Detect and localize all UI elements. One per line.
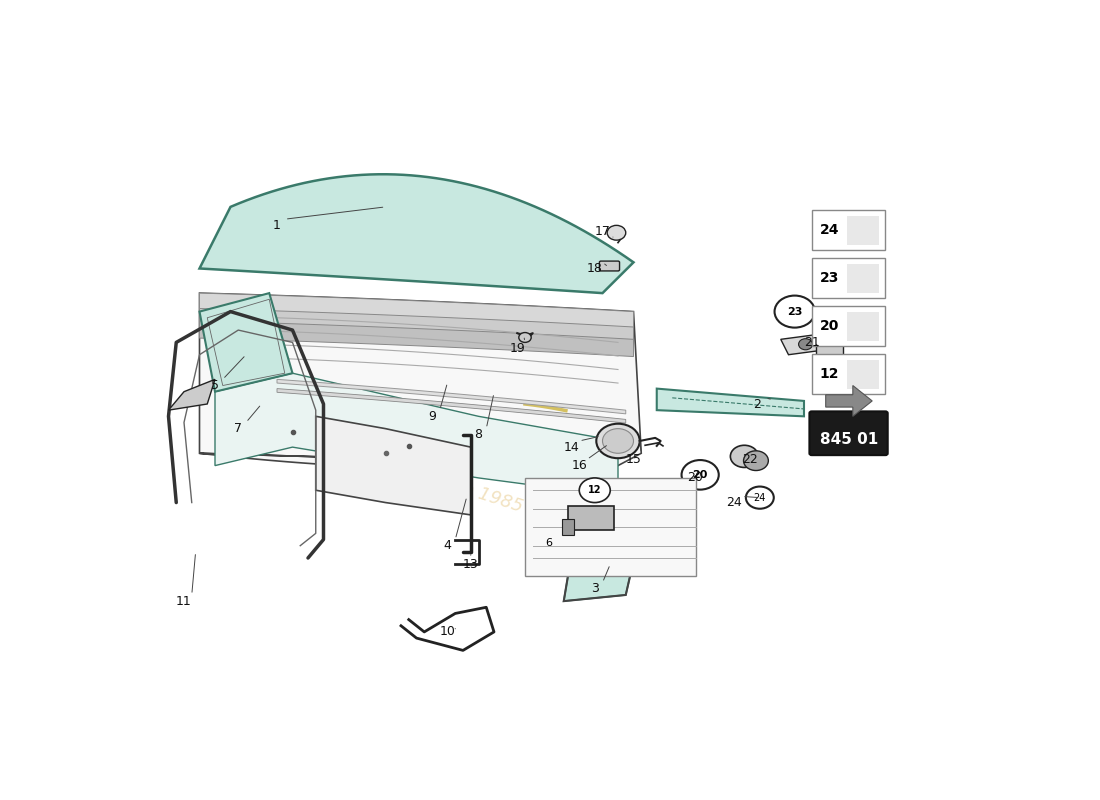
Polygon shape <box>199 293 641 470</box>
Text: autoparts: autoparts <box>254 336 485 447</box>
Circle shape <box>596 424 640 458</box>
Bar <box>562 519 574 534</box>
Circle shape <box>746 486 773 509</box>
Bar <box>847 263 879 293</box>
Text: 16: 16 <box>571 459 587 472</box>
Text: 17: 17 <box>595 225 610 238</box>
Text: 11: 11 <box>176 594 191 608</box>
Circle shape <box>730 446 758 467</box>
Text: 4: 4 <box>443 539 451 552</box>
Text: 24: 24 <box>754 493 766 502</box>
Bar <box>812 306 886 346</box>
Polygon shape <box>199 309 634 344</box>
Bar <box>525 478 695 577</box>
Text: 20: 20 <box>693 470 707 480</box>
Bar <box>847 311 879 341</box>
Text: 19: 19 <box>509 342 525 355</box>
Circle shape <box>519 333 531 342</box>
Text: 2: 2 <box>754 398 761 410</box>
Text: 24: 24 <box>726 496 742 509</box>
Text: 12: 12 <box>588 486 602 495</box>
Text: 8: 8 <box>474 428 483 442</box>
Text: 20: 20 <box>688 471 703 485</box>
Bar <box>812 354 886 394</box>
Text: 6: 6 <box>544 538 552 547</box>
Text: 10: 10 <box>440 626 455 638</box>
Polygon shape <box>199 293 634 329</box>
Circle shape <box>607 226 626 240</box>
Text: 23: 23 <box>820 270 839 285</box>
Circle shape <box>774 295 815 328</box>
Text: 23: 23 <box>786 306 802 317</box>
Polygon shape <box>199 321 634 357</box>
Text: 3: 3 <box>591 582 598 595</box>
Bar <box>815 335 843 360</box>
Polygon shape <box>199 174 634 293</box>
Polygon shape <box>826 386 872 416</box>
Circle shape <box>799 338 813 350</box>
Circle shape <box>744 451 768 470</box>
Text: 1: 1 <box>273 219 280 232</box>
Polygon shape <box>316 416 471 515</box>
Polygon shape <box>277 389 626 423</box>
Polygon shape <box>781 333 835 354</box>
Text: 18: 18 <box>586 262 603 275</box>
Text: 20: 20 <box>820 318 839 333</box>
Text: 5: 5 <box>211 379 219 392</box>
Text: 12: 12 <box>820 367 839 381</box>
Text: 24: 24 <box>820 222 839 237</box>
Bar <box>847 215 879 245</box>
Text: 15: 15 <box>626 453 641 466</box>
Polygon shape <box>214 373 618 496</box>
FancyBboxPatch shape <box>600 261 619 271</box>
Text: 13: 13 <box>463 558 478 570</box>
Text: 9: 9 <box>428 410 436 423</box>
Polygon shape <box>277 379 626 414</box>
Polygon shape <box>657 389 804 416</box>
Bar <box>568 506 614 530</box>
Text: a passion for parts since 1985: a passion for parts since 1985 <box>261 415 526 516</box>
Bar <box>812 258 886 298</box>
Circle shape <box>580 478 611 502</box>
Polygon shape <box>563 509 641 601</box>
FancyBboxPatch shape <box>810 411 888 455</box>
Bar <box>847 360 879 390</box>
Polygon shape <box>199 293 293 392</box>
Circle shape <box>603 429 634 454</box>
Polygon shape <box>168 379 214 410</box>
Text: 845 01: 845 01 <box>820 432 878 447</box>
Text: 22: 22 <box>741 453 758 466</box>
Text: 7: 7 <box>234 422 242 435</box>
Bar <box>812 210 886 250</box>
Text: 14: 14 <box>563 441 580 454</box>
Text: 21: 21 <box>804 336 820 349</box>
Circle shape <box>682 460 718 490</box>
